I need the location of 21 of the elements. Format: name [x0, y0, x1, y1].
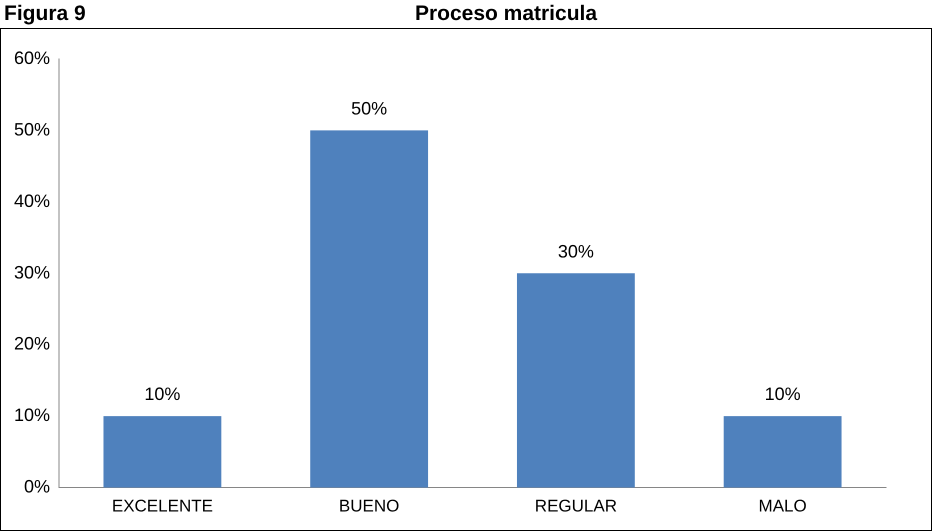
data-label: 30% — [558, 241, 594, 262]
y-tick-label: 30% — [14, 262, 50, 282]
x-tick-label: BUENO — [338, 496, 400, 516]
y-tick-label: 0% — [24, 476, 50, 497]
data-label: 50% — [351, 98, 388, 118]
text: Figura 9 — [4, 2, 86, 26]
x-tick-label: REGULAR — [534, 496, 617, 516]
bar — [310, 130, 428, 488]
bar — [516, 273, 635, 488]
x-tick-label: MALO — [758, 496, 807, 516]
data-label: 10% — [144, 384, 180, 404]
y-tick-label: 50% — [14, 119, 50, 140]
bar — [724, 416, 842, 488]
y-tick-label: 10% — [14, 405, 50, 426]
y-tick-label: 20% — [14, 334, 50, 354]
y-tick-label: 40% — [14, 190, 50, 211]
chart-title: Proceso matricula — [414, 2, 598, 25]
bar — [103, 416, 222, 488]
data-label: 10% — [764, 384, 801, 404]
x-tick-label: EXCELENTE — [112, 496, 213, 516]
y-tick-label: 60% — [14, 48, 50, 68]
